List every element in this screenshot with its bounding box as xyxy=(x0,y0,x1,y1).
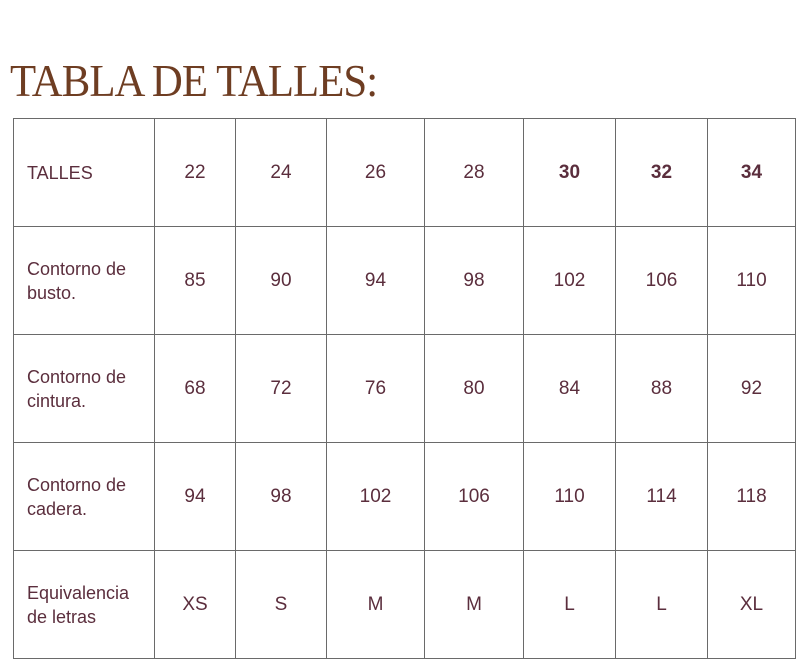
table-cell: M xyxy=(326,550,425,659)
table-cell: 98 xyxy=(424,226,524,335)
table-cell: 90 xyxy=(235,226,327,335)
row-label: Contorno de busto. xyxy=(13,226,155,335)
table-cell: 84 xyxy=(523,334,616,443)
table-cell: 28 xyxy=(424,118,524,227)
table-cell: 92 xyxy=(707,334,796,443)
table-cell: 88 xyxy=(615,334,708,443)
table-cell: 94 xyxy=(326,226,425,335)
table-row: Contorno de cintura. 68 72 76 80 84 88 92 xyxy=(13,334,796,443)
table-cell: 24 xyxy=(235,118,327,227)
table-cell: 80 xyxy=(424,334,524,443)
table-cell: 85 xyxy=(154,226,236,335)
table-cell: 34 xyxy=(707,118,796,227)
table-cell: S xyxy=(235,550,327,659)
table-cell: 114 xyxy=(615,442,708,551)
table-cell: 110 xyxy=(523,442,616,551)
table-cell: L xyxy=(615,550,708,659)
table-row: Contorno de busto. 85 90 94 98 102 106 110 xyxy=(13,226,796,335)
row-label: Contorno de cadera. xyxy=(13,442,155,551)
table-row: Equivalencia de letras XS S M M L L XL xyxy=(13,550,796,659)
table-cell: 102 xyxy=(523,226,616,335)
table-cell: 102 xyxy=(326,442,425,551)
table-cell: XS xyxy=(154,550,236,659)
table-cell: 106 xyxy=(424,442,524,551)
table-cell: 110 xyxy=(707,226,796,335)
table-cell: M xyxy=(424,550,524,659)
table-cell: 118 xyxy=(707,442,796,551)
table-cell: 26 xyxy=(326,118,425,227)
table-cell: 22 xyxy=(154,118,236,227)
table-cell: 32 xyxy=(615,118,708,227)
row-label: Contorno de cintura. xyxy=(13,334,155,443)
page-title: TABLA DE TALLES: xyxy=(10,55,378,106)
table-row: Contorno de cadera. 94 98 102 106 110 114 118 xyxy=(13,442,796,551)
row-label: TALLES xyxy=(13,118,155,227)
table-cell: L xyxy=(523,550,616,659)
table-cell: 76 xyxy=(326,334,425,443)
size-table: TALLES 22 24 26 28 30 32 34 Contorno de busto. 85… xyxy=(13,118,796,659)
table-cell: 94 xyxy=(154,442,236,551)
table-cell: 68 xyxy=(154,334,236,443)
table-row: TALLES 22 24 26 28 30 32 34 xyxy=(13,118,796,227)
table-cell: 98 xyxy=(235,442,327,551)
row-label: Equivalencia de letras xyxy=(13,550,155,659)
table-cell: 106 xyxy=(615,226,708,335)
table-cell: 30 xyxy=(523,118,616,227)
table-cell: 72 xyxy=(235,334,327,443)
table-cell: XL xyxy=(707,550,796,659)
